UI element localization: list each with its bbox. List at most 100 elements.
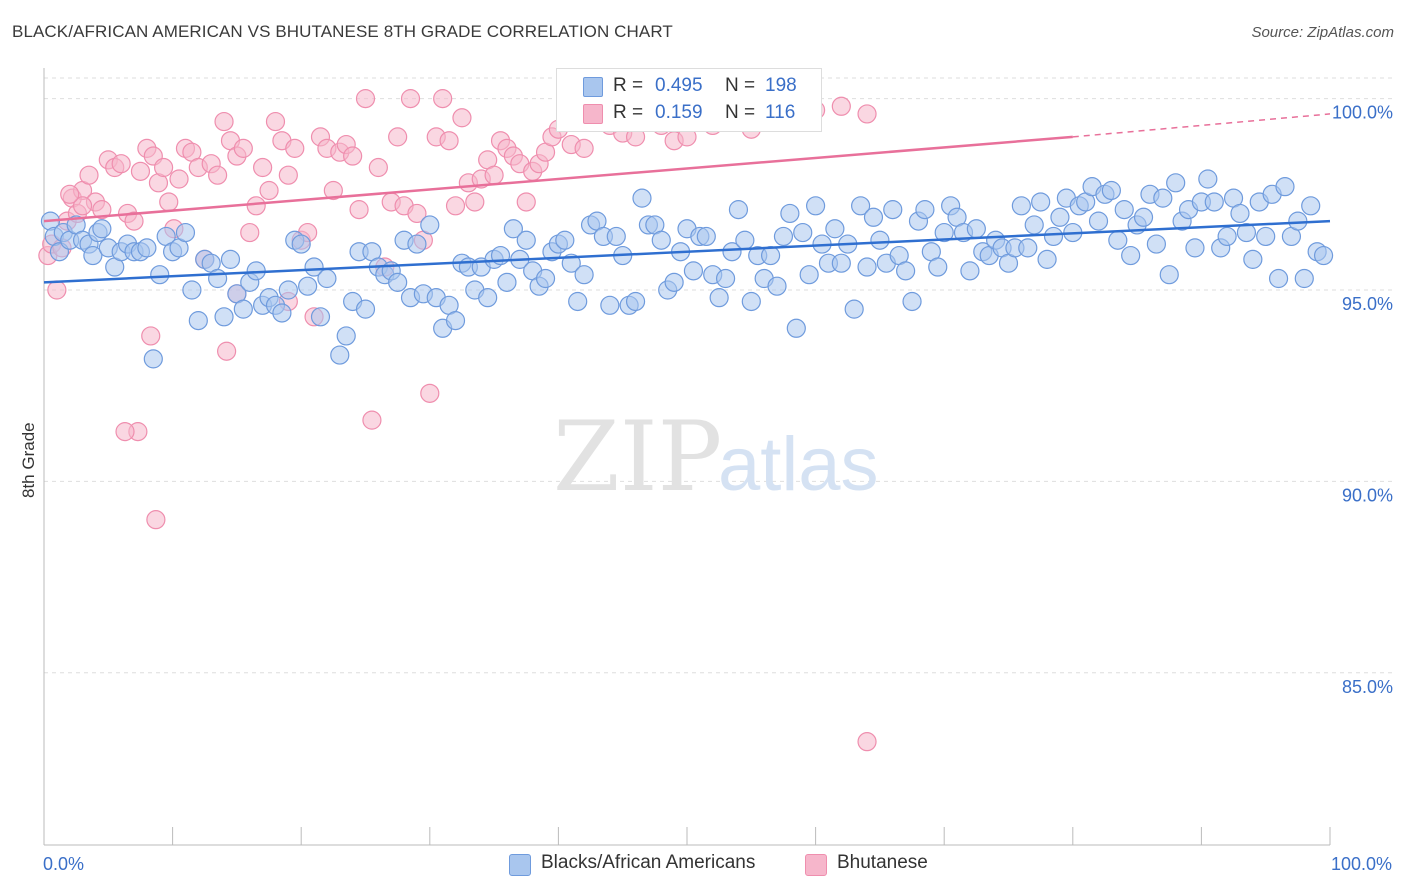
point-bhutanese xyxy=(355,89,376,109)
point-bhutanese xyxy=(439,131,459,151)
point-bhutanese xyxy=(79,165,99,185)
point-blacks xyxy=(574,265,594,285)
legend-swatch-bhutanese[interactable] xyxy=(805,854,827,876)
point-bhutanese xyxy=(400,89,421,109)
point-bhutanese xyxy=(240,222,260,243)
point-blacks xyxy=(966,219,986,239)
legend-swatch-blacks[interactable] xyxy=(509,854,531,876)
point-bhutanese xyxy=(368,157,388,178)
watermark-atlas: atlas xyxy=(718,422,879,507)
legend-r-label: R = xyxy=(613,102,644,123)
legend-label-blacks[interactable]: Blacks/African Americans xyxy=(541,852,756,873)
point-bhutanese xyxy=(169,169,189,189)
point-blacks xyxy=(851,196,871,216)
point-blacks xyxy=(272,303,292,323)
point-bhutanese xyxy=(323,180,343,201)
point-blacks xyxy=(896,261,916,281)
point-blacks xyxy=(1050,207,1070,227)
point-blacks xyxy=(478,288,498,308)
point-bhutanese xyxy=(433,89,453,109)
point-blacks xyxy=(844,299,864,319)
point-blacks xyxy=(420,215,440,235)
point-bhutanese xyxy=(124,211,144,231)
point-blacks xyxy=(1108,230,1128,250)
point-blacks xyxy=(503,219,523,239)
legend-label-bhutanese[interactable]: Bhutanese xyxy=(837,852,928,873)
point-blacks xyxy=(1011,196,1031,216)
point-blacks xyxy=(600,295,620,315)
point-blacks xyxy=(1275,177,1295,197)
point-blacks xyxy=(1243,249,1263,269)
point-bhutanese xyxy=(265,111,286,132)
point-blacks xyxy=(92,219,112,239)
point-blacks xyxy=(741,291,761,312)
point-blacks xyxy=(625,291,646,312)
point-bhutanese xyxy=(259,180,279,201)
point-blacks xyxy=(786,318,806,338)
x-tick-label-min: 0.0% xyxy=(43,854,84,874)
point-bhutanese xyxy=(574,138,594,158)
point-blacks xyxy=(535,268,556,289)
point-blacks xyxy=(1166,173,1186,193)
trend-line-bhutanese-extension xyxy=(1072,113,1331,138)
point-blacks xyxy=(330,345,350,365)
point-blacks xyxy=(651,230,671,250)
point-blacks xyxy=(735,230,755,250)
point-blacks xyxy=(683,261,704,281)
watermark-zip: ZIP xyxy=(553,401,722,513)
point-blacks xyxy=(182,280,202,300)
point-blacks xyxy=(298,276,318,296)
legend-row-bhutanese: R = 0.159 N = 116 xyxy=(557,100,821,126)
stats-legend: R = 0.495 N = 198 R = 0.159 N = 116 xyxy=(556,68,822,132)
point-blacks xyxy=(1159,265,1179,285)
point-bhutanese xyxy=(208,165,228,185)
point-blacks xyxy=(220,249,241,269)
point-blacks xyxy=(1043,226,1064,247)
point-blacks xyxy=(233,299,253,319)
point-blacks xyxy=(175,222,196,243)
point-blacks xyxy=(709,288,729,308)
y-tick-label: 90.0% xyxy=(1342,485,1393,505)
point-bhutanese xyxy=(159,192,179,212)
point-blacks xyxy=(915,200,935,220)
point-bhutanese xyxy=(92,200,112,220)
chart-title: BLACK/AFRICAN AMERICAN VS BHUTANESE 8TH … xyxy=(12,22,673,41)
point-blacks xyxy=(1256,226,1276,247)
point-blacks xyxy=(1313,245,1334,266)
point-blacks xyxy=(143,349,163,369)
point-bhutanese xyxy=(516,192,536,212)
point-bhutanese xyxy=(285,138,305,158)
point-blacks xyxy=(773,226,794,247)
point-blacks xyxy=(497,272,517,292)
point-blacks xyxy=(1217,226,1237,247)
point-blacks xyxy=(304,257,324,277)
legend-n-value: 116 xyxy=(765,102,796,123)
source-label: Source: ZipAtlas.com xyxy=(1251,24,1394,41)
point-blacks xyxy=(310,307,331,327)
point-blacks xyxy=(317,268,337,289)
point-blacks xyxy=(561,253,581,273)
point-blacks xyxy=(1101,180,1121,201)
point-blacks xyxy=(1024,215,1044,235)
point-bhutanese xyxy=(452,108,472,128)
legend-swatch-pink xyxy=(583,104,603,124)
y-tick-label: 85.0% xyxy=(1342,677,1393,697)
point-blacks xyxy=(902,291,922,312)
axes xyxy=(43,68,1331,846)
legend-n-label: N = xyxy=(725,102,756,123)
point-blacks xyxy=(857,257,877,277)
point-bhutanese xyxy=(60,184,80,204)
point-blacks xyxy=(1121,245,1141,266)
point-blacks xyxy=(1236,222,1257,243)
series-bhutanese-points xyxy=(38,89,877,752)
point-blacks xyxy=(767,276,787,296)
point-blacks xyxy=(214,307,234,327)
point-bhutanese xyxy=(47,280,67,300)
point-blacks xyxy=(1185,238,1205,258)
point-bhutanese xyxy=(246,196,266,216)
point-blacks xyxy=(83,245,103,266)
point-bhutanese xyxy=(420,383,440,403)
point-blacks xyxy=(883,200,903,220)
point-blacks xyxy=(715,268,736,289)
